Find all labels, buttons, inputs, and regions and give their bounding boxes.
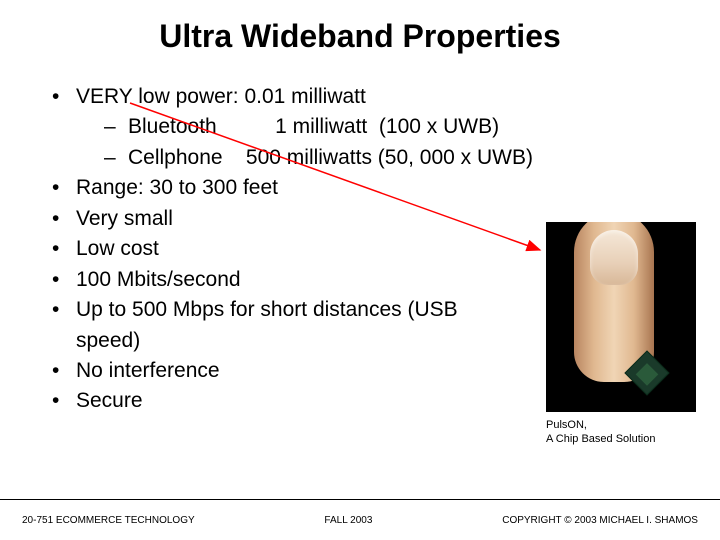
- caption-line: A Chip Based Solution: [546, 432, 696, 446]
- bullet-item: VERY low power: 0.01 milliwatt Bluetooth…: [48, 82, 700, 173]
- footer-center: FALL 2003: [324, 515, 372, 526]
- footer-right: COPYRIGHT © 2003 MICHAEL I. SHAMOS: [502, 515, 698, 526]
- bullet-item: Range: 30 to 300 feet: [48, 173, 700, 203]
- footer-left: 20-751 ECOMMERCE TECHNOLOGY: [22, 515, 195, 526]
- bullet-item: Up to 500 Mbps for short distances (USB …: [48, 295, 468, 356]
- caption-line: PulsON,: [546, 418, 696, 432]
- bullet-text: VERY low power: 0.01 milliwatt: [76, 85, 366, 108]
- sub-item: Bluetooth 1 milliwatt (100 x UWB): [104, 112, 700, 142]
- fingernail-shape: [590, 230, 638, 285]
- image-caption: PulsON, A Chip Based Solution: [546, 418, 696, 447]
- footer: 20-751 ECOMMERCE TECHNOLOGY FALL 2003 CO…: [22, 515, 698, 526]
- footer-divider: [0, 499, 720, 500]
- chip-photo: [546, 222, 696, 412]
- slide-title: Ultra Wideband Properties: [0, 0, 720, 55]
- sub-text: Bluetooth 1 milliwatt (100 x UWB): [128, 115, 499, 138]
- sub-text: Cellphone 500 milliwatts (50, 000 x UWB): [128, 146, 533, 169]
- sub-item: Cellphone 500 milliwatts (50, 000 x UWB): [104, 143, 700, 173]
- sub-list: Bluetooth 1 milliwatt (100 x UWB) Cellph…: [76, 112, 700, 173]
